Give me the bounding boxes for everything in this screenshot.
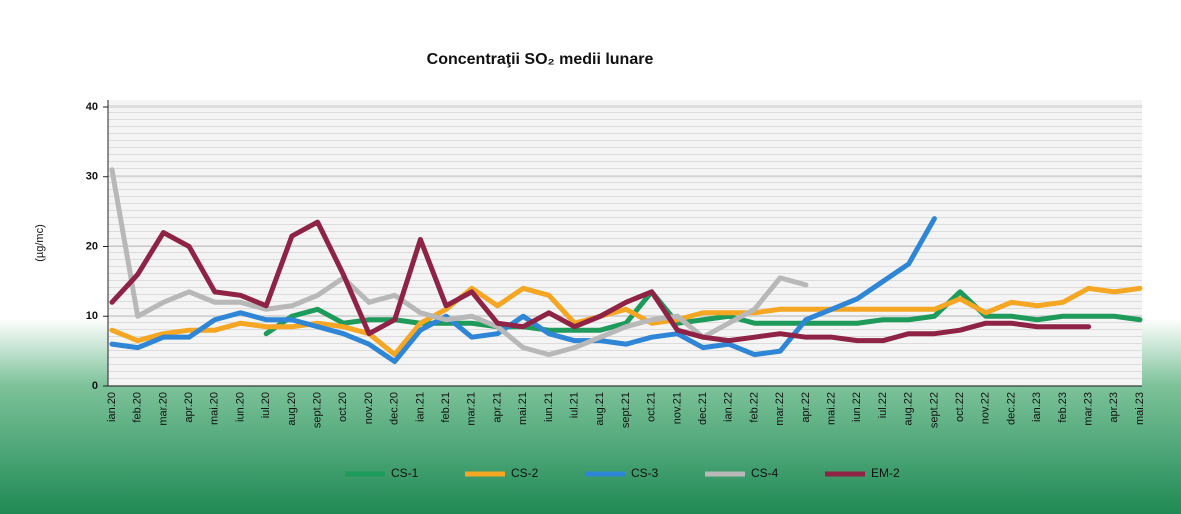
y-tick-label: 20	[86, 240, 98, 252]
legend-label: EM-2	[871, 466, 900, 480]
x-tick-label: iun.20	[234, 392, 246, 422]
x-tick-label: mai.20	[209, 392, 221, 425]
x-tick-label: dec.20	[389, 392, 401, 425]
x-tick-label: nov.22	[980, 392, 992, 424]
x-tick-label: ian.23	[1031, 392, 1043, 422]
legend-label: CS-2	[511, 466, 539, 480]
y-tick-label: 40	[86, 101, 98, 113]
x-tick-label: dec.22	[1005, 392, 1017, 425]
x-tick-label: ian.21	[414, 392, 426, 422]
x-tick-label: feb.21	[440, 392, 452, 423]
x-tick-label: iun.21	[543, 392, 555, 422]
x-tick-label: aug.21	[594, 392, 606, 426]
legend-label: CS-4	[751, 466, 779, 480]
x-tick-label: mai.21	[517, 392, 529, 425]
series-line	[109, 167, 809, 358]
x-tick-label: sept.22	[928, 392, 940, 428]
chart-title: Concentraţii SO₂ medii lunare	[427, 51, 654, 68]
x-tick-label: iul.21	[569, 392, 581, 418]
legend-label: CS-1	[391, 466, 419, 480]
y-tick-label: 30	[86, 171, 98, 183]
series-line	[109, 219, 1092, 344]
x-tick-label: apr.23	[1108, 392, 1120, 423]
x-tick-label: nov.21	[671, 392, 683, 424]
x-tick-label: mar.22	[774, 392, 786, 426]
series-line	[109, 285, 1143, 358]
y-tick-label: 0	[92, 380, 98, 392]
x-tick-label: aug.20	[286, 392, 298, 426]
y-axis-label: (µg/mc)	[34, 224, 46, 262]
x-tick-label: dec.21	[697, 392, 709, 425]
x-tick-label: apr.22	[800, 392, 812, 423]
x-tick-label: sept.21	[620, 392, 632, 428]
x-tick-label: mar.21	[466, 392, 478, 426]
x-tick-label: apr.20	[183, 392, 195, 423]
x-tick-label: feb.23	[1057, 392, 1069, 423]
x-tick-label: iul.20	[260, 392, 272, 418]
x-tick-label: sept.20	[312, 392, 324, 428]
x-tick-label: mar.20	[157, 392, 169, 426]
plot-area	[108, 100, 1142, 386]
x-tick-label: iun.22	[851, 392, 863, 422]
x-tick-label: feb.22	[748, 392, 760, 423]
x-tick-label: oct.21	[646, 392, 658, 422]
x-tick-label: aug.22	[903, 392, 915, 426]
x-tick-label: iul.22	[877, 392, 889, 418]
x-tick-label: feb.20	[132, 392, 144, 423]
x-tick-label: mai.23	[1134, 392, 1146, 425]
x-tick-label: oct.22	[954, 392, 966, 422]
x-tick-label: mar.23	[1083, 392, 1095, 426]
x-tick-label: nov.20	[363, 392, 375, 424]
x-tick-label: mai.22	[826, 392, 838, 425]
legend-label: CS-3	[631, 466, 659, 480]
x-tick-label: ian.20	[106, 392, 118, 422]
y-tick-label: 10	[86, 310, 98, 322]
x-tick-label: apr.21	[491, 392, 503, 423]
x-tick-label: oct.20	[337, 392, 349, 422]
series-line	[263, 289, 1143, 337]
series-line	[109, 216, 937, 365]
x-tick-label: ian.22	[723, 392, 735, 422]
